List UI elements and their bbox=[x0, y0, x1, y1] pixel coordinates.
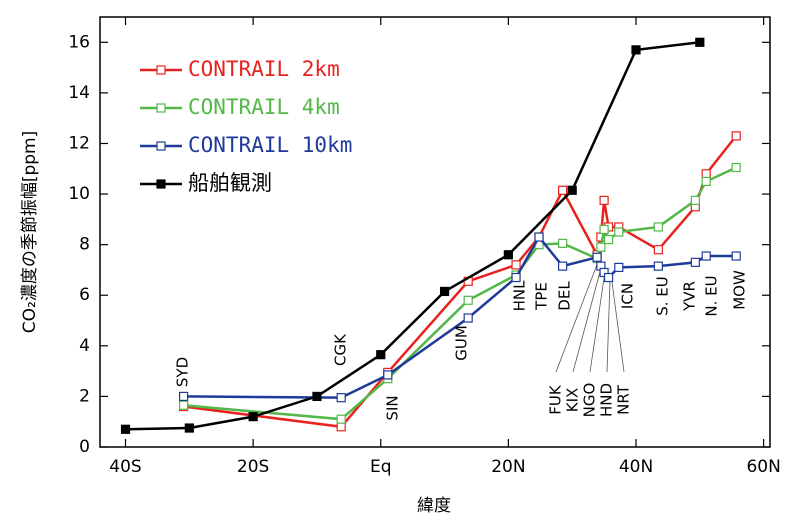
y-tick-label: 14 bbox=[68, 83, 90, 103]
station-label: HND bbox=[598, 383, 616, 417]
data-point bbox=[336, 422, 346, 432]
data-point bbox=[614, 227, 624, 237]
data-point bbox=[599, 224, 609, 235]
station-label: ICN bbox=[619, 283, 637, 309]
data-point bbox=[631, 45, 641, 55]
station-label: SYD bbox=[174, 357, 192, 387]
station-label: KIX bbox=[564, 388, 582, 413]
legend-marker bbox=[156, 179, 166, 189]
y-axis-label: CO₂濃度の季節振幅[ppm] bbox=[20, 131, 40, 333]
data-point bbox=[178, 400, 189, 410]
y-tick-label: 2 bbox=[79, 386, 90, 406]
y-tick-label: 8 bbox=[79, 235, 90, 255]
data-point bbox=[558, 238, 568, 248]
data-point bbox=[558, 185, 568, 195]
station-label: SIN bbox=[384, 395, 402, 420]
y-tick-label: 12 bbox=[68, 133, 90, 153]
legend-marker bbox=[156, 103, 166, 113]
data-point bbox=[596, 242, 606, 252]
data-point bbox=[463, 313, 473, 323]
station-label: NGO bbox=[581, 383, 599, 418]
station-label: YVR bbox=[681, 281, 699, 312]
y-tick-label: 6 bbox=[79, 285, 90, 305]
station-label: CGK bbox=[332, 333, 350, 366]
data-point bbox=[567, 185, 577, 195]
data-point bbox=[383, 370, 393, 380]
y-tick-label: 16 bbox=[68, 32, 90, 52]
data-point bbox=[603, 272, 614, 283]
data-point bbox=[701, 251, 711, 261]
station-label: HNL bbox=[511, 280, 529, 312]
legend-marker bbox=[156, 141, 166, 151]
data-point bbox=[690, 257, 700, 267]
x-axis-label: 緯度 bbox=[417, 496, 451, 516]
data-point bbox=[592, 252, 602, 262]
x-tick-label: Eq bbox=[370, 457, 392, 477]
legend-label: 船舶観測 bbox=[188, 171, 272, 195]
station-label: NRT bbox=[615, 384, 633, 415]
data-point bbox=[376, 350, 386, 360]
data-point bbox=[248, 412, 258, 422]
station-label: GUM bbox=[453, 325, 471, 361]
data-point bbox=[558, 261, 568, 271]
station-label: DEL bbox=[556, 281, 574, 311]
y-tick-label: 4 bbox=[79, 336, 90, 356]
data-point bbox=[511, 260, 521, 270]
data-point bbox=[336, 414, 346, 424]
data-point bbox=[120, 424, 131, 434]
data-point bbox=[701, 169, 711, 179]
data-point bbox=[336, 393, 346, 403]
series-line bbox=[183, 234, 737, 399]
leader-lines bbox=[555, 261, 625, 373]
station-label: FUK bbox=[547, 384, 565, 415]
data-point bbox=[178, 391, 189, 402]
data-point bbox=[312, 391, 322, 402]
data-point bbox=[503, 250, 513, 260]
legend-label: CONTRAIL 2km bbox=[188, 57, 340, 81]
x-tick-label: 40N bbox=[619, 457, 653, 477]
station-label: MOW bbox=[731, 270, 749, 310]
legend-label: CONTRAIL 4km bbox=[188, 95, 340, 119]
legend-marker bbox=[156, 65, 166, 75]
data-point bbox=[463, 295, 473, 305]
plot-frame bbox=[99, 16, 771, 448]
data-point bbox=[511, 272, 521, 283]
data-point bbox=[534, 232, 544, 242]
x-tick-label: 60N bbox=[746, 457, 780, 477]
station-label: S. EU bbox=[654, 276, 672, 316]
x-tick-label: 40S bbox=[109, 457, 141, 477]
series-line bbox=[125, 41, 700, 431]
legend-label: CONTRAIL 10km bbox=[188, 133, 352, 157]
data-point bbox=[653, 222, 663, 232]
station-label: N. EU bbox=[703, 275, 721, 316]
data-point bbox=[701, 176, 711, 187]
y-tick-label: 10 bbox=[68, 184, 90, 204]
data-point bbox=[695, 37, 705, 47]
data-point bbox=[731, 131, 741, 141]
station-label: TPE bbox=[533, 282, 551, 311]
data-point bbox=[614, 262, 624, 273]
data-point bbox=[690, 195, 700, 205]
x-tick-label: 20N bbox=[491, 457, 525, 477]
data-point bbox=[439, 286, 450, 297]
data-point bbox=[653, 245, 663, 255]
y-tick-label: 0 bbox=[79, 437, 90, 457]
data-point bbox=[184, 423, 194, 433]
data-point bbox=[731, 162, 741, 173]
data-point bbox=[603, 234, 614, 245]
x-tick-label: 20S bbox=[237, 457, 269, 477]
data-point bbox=[599, 195, 609, 205]
data-point bbox=[653, 261, 663, 271]
data-point bbox=[731, 251, 741, 261]
